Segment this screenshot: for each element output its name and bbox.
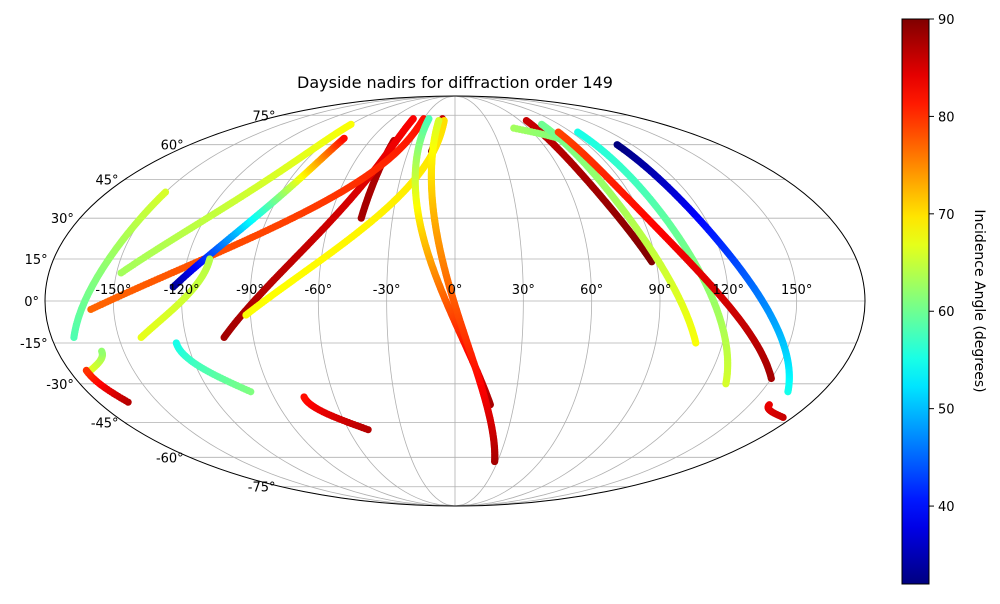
track-series — [300, 393, 372, 434]
lat-tick-label: -60° — [156, 451, 184, 466]
lon-tick-label: -120° — [164, 283, 200, 298]
track-series — [117, 120, 355, 277]
lat-tick-label: 15° — [25, 253, 48, 268]
lat-tick-label: -30° — [46, 378, 74, 393]
track-point — [554, 128, 562, 136]
lat-tick-label: 75° — [252, 109, 275, 124]
colorbar-tick-label: 60 — [938, 305, 955, 320]
track-series — [169, 134, 348, 291]
lon-tick-label: -60° — [304, 283, 332, 298]
lat-tick-label: 60° — [161, 139, 184, 154]
colorbar-label: Incidence Angle (degrees) — [971, 209, 987, 392]
track-point — [300, 393, 308, 401]
lat-tick-label: 30° — [51, 212, 74, 227]
track-point — [440, 116, 448, 125]
data-points — [70, 115, 793, 466]
track-point — [347, 120, 355, 128]
track-point — [538, 120, 546, 128]
lat-tick-label: 45° — [96, 174, 119, 189]
track-series — [87, 347, 107, 374]
tick-labels: -150° -120° -90° -60° -30° 0° 30° 60° 90° 120° 150… — [20, 109, 812, 495]
track-series — [764, 401, 787, 422]
lat-tick-label: -45° — [91, 416, 119, 431]
track-point — [172, 339, 180, 347]
track-point — [206, 255, 214, 263]
track-series — [172, 339, 255, 396]
track-series — [554, 128, 775, 383]
colorbar-tick-label: 90 — [938, 13, 955, 28]
track-point — [574, 128, 582, 136]
colorbar-tick-label: 50 — [938, 403, 955, 418]
lon-tick-label: 90° — [648, 283, 671, 298]
lon-tick-label: -150° — [95, 283, 131, 298]
lon-tick-label: 60° — [580, 283, 603, 298]
lat-tick-label: 0° — [24, 295, 39, 310]
track-point — [613, 141, 621, 149]
lon-tick-label: -30° — [373, 283, 401, 298]
track-point — [765, 401, 773, 409]
colorbar-ticks: 40 50 60 70 80 90 — [929, 13, 955, 515]
lon-tick-label: 30° — [512, 283, 535, 298]
track-series — [82, 366, 132, 406]
lon-tick-label: 120° — [713, 283, 744, 298]
track-point — [409, 115, 417, 123]
track-point — [522, 116, 530, 125]
track-series — [613, 141, 793, 396]
track-series — [427, 116, 499, 466]
track-point — [425, 115, 433, 123]
lon-tick-label: 0° — [448, 283, 463, 298]
track-point — [98, 347, 106, 355]
chart-title: Dayside nadirs for diffraction order 149 — [297, 73, 613, 92]
track-series — [137, 255, 214, 342]
lat-tick-label: -75° — [248, 481, 276, 496]
colorbar-tick-label: 40 — [938, 500, 955, 515]
colorbar: 40 50 60 70 80 90 Incidence Angle (degrees) — [901, 13, 987, 585]
lat-tick-label: -15° — [20, 337, 48, 352]
map-boundary — [44, 95, 866, 507]
track-point — [435, 116, 443, 125]
track-point — [161, 188, 170, 196]
colorbar-gradient — [901, 18, 930, 585]
lon-tick-label: 150° — [781, 283, 812, 298]
track-series — [70, 188, 170, 342]
colorbar-tick-label: 70 — [938, 208, 955, 223]
lon-tick-label: -90° — [236, 283, 264, 298]
track-series — [87, 115, 428, 314]
colorbar-tick-label: 80 — [938, 110, 955, 125]
track-series — [411, 115, 494, 409]
track-point — [82, 366, 90, 374]
track-series — [220, 115, 417, 342]
track-point — [340, 134, 348, 142]
